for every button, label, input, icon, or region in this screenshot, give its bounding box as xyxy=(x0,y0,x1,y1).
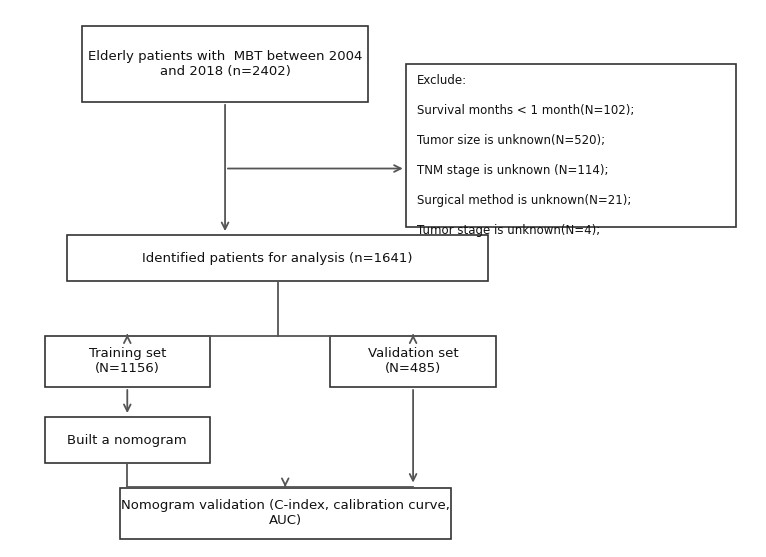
Text: Built a nomogram: Built a nomogram xyxy=(67,433,187,447)
FancyBboxPatch shape xyxy=(405,64,736,227)
FancyBboxPatch shape xyxy=(44,335,210,387)
Text: Nomogram validation (C-index, calibration curve,
AUC): Nomogram validation (C-index, calibratio… xyxy=(121,500,450,527)
Text: Elderly patients with  MBT between 2004
and 2018 (n=2402): Elderly patients with MBT between 2004 a… xyxy=(88,50,362,78)
FancyBboxPatch shape xyxy=(67,235,488,281)
FancyBboxPatch shape xyxy=(119,487,450,539)
Text: Training set
(N=1156): Training set (N=1156) xyxy=(89,348,166,375)
Text: Validation set
(N=485): Validation set (N=485) xyxy=(368,348,458,375)
FancyBboxPatch shape xyxy=(44,417,210,463)
FancyBboxPatch shape xyxy=(82,26,368,102)
FancyBboxPatch shape xyxy=(330,335,496,387)
Text: Exclude:

Survival months < 1 month(N=102);

Tumor size is unknown(N=520);

TNM : Exclude: Survival months < 1 month(N=102… xyxy=(417,74,634,237)
Text: Identified patients for analysis (n=1641): Identified patients for analysis (n=1641… xyxy=(142,252,413,265)
